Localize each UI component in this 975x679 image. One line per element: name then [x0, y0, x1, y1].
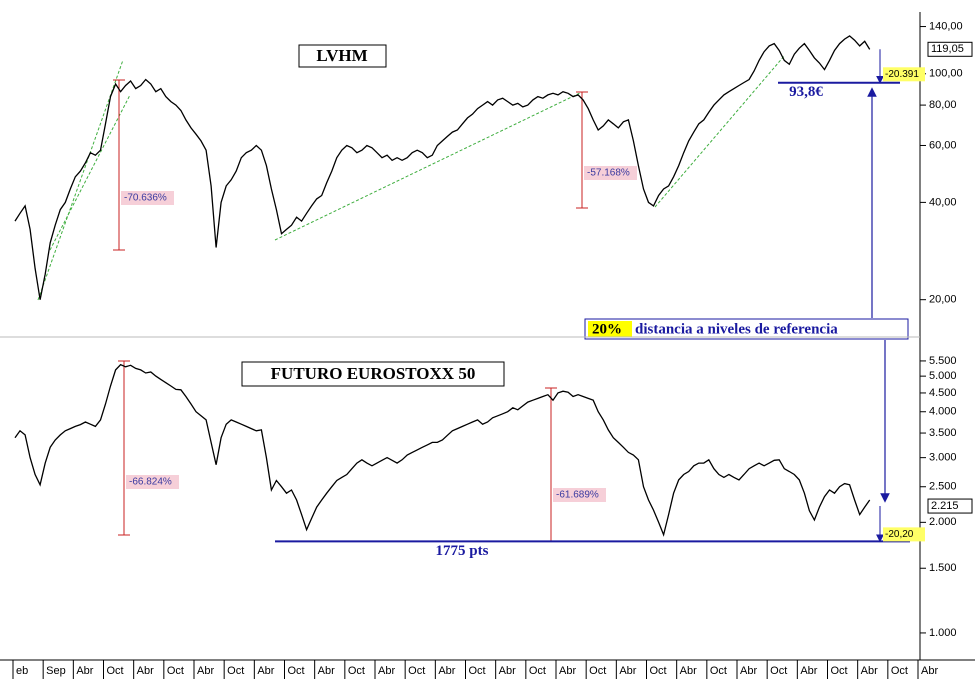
y-tick-label: 100,00	[929, 68, 963, 80]
distance-box	[883, 527, 925, 542]
y-tick-label: 20,00	[929, 294, 957, 306]
note: distancia a niveles de referencia	[635, 321, 838, 337]
distance-box	[883, 67, 925, 82]
x-tick-label: Oct	[107, 665, 124, 677]
y-tick-label: 5.500	[929, 355, 957, 367]
x-tick-label: Abr	[800, 665, 817, 677]
x-tick-label: Oct	[891, 665, 908, 677]
x-tick-label: Oct	[770, 665, 787, 677]
x-tick-label: Abr	[137, 665, 154, 677]
y-tick-label: 60,00	[929, 139, 957, 151]
last-price-box	[927, 41, 973, 57]
x-tick-label: Abr	[197, 665, 214, 677]
x-tick-label: Oct	[227, 665, 244, 677]
title-box	[241, 361, 505, 387]
x-tick-label: Abr	[619, 665, 636, 677]
y-tick-label: 140,00	[929, 20, 963, 32]
drawdown-label: -66.824%	[129, 477, 172, 488]
x-tick-label: Abr	[680, 665, 697, 677]
reference-label: 93,8€	[789, 84, 823, 100]
trend-lines	[37, 54, 786, 301]
x-tick-label: Abr	[740, 665, 757, 677]
x-tick-label: Sep	[46, 665, 66, 677]
last-price-label: 119,05	[931, 43, 964, 55]
x-tick-label: Oct	[348, 665, 365, 677]
x-tick-label: Oct	[408, 665, 425, 677]
y-tick-label: 3.500	[929, 427, 957, 439]
note-arrows	[867, 87, 890, 503]
drawdown-label: -57.168%	[587, 168, 630, 179]
x-tick-label: Abr	[499, 665, 516, 677]
y-tick-label: 4.500	[929, 387, 957, 399]
y-tick-label: 3.000	[929, 452, 957, 464]
drawdown-label: -70.636%	[124, 193, 167, 204]
y-tick-label: 1.500	[929, 562, 957, 574]
y-tick-label: 1.000	[929, 627, 957, 639]
x-tick-label: Oct	[831, 665, 848, 677]
note-highlight-bg	[588, 321, 632, 337]
x-tick-label: Abr	[921, 665, 938, 677]
x-tick-label: Oct	[167, 665, 184, 677]
x-tick-label: Oct	[589, 665, 606, 677]
distance-label: -20.391	[885, 69, 919, 80]
x-tick-label: Abr	[378, 665, 395, 677]
x-tick-label: Oct	[650, 665, 667, 677]
x-tick-label: Oct	[710, 665, 727, 677]
y-tick-label: 5.000	[929, 370, 957, 382]
price-line	[14, 35, 871, 300]
note-box	[584, 318, 909, 340]
y-tick-label: 4.000	[929, 406, 957, 418]
x-tick-label: Oct	[469, 665, 486, 677]
x-tick-label: Abr	[438, 665, 455, 677]
x-tick-label: Abr	[257, 665, 274, 677]
y-tick-label: 2.000	[929, 516, 957, 528]
drawdown-arrows	[113, 79, 588, 541]
y-tick-label: 80,00	[929, 99, 957, 111]
x-tick-label: Oct	[529, 665, 546, 677]
drawdown-label: -61.689%	[556, 490, 599, 501]
y-tick-label: 40,00	[929, 196, 957, 208]
title-box	[298, 44, 387, 68]
x-tick-label: Abr	[559, 665, 576, 677]
last-price-box	[927, 498, 973, 514]
note-highlight: 20%	[592, 321, 622, 337]
reference-label: 1775 pts	[436, 543, 489, 559]
y-tick-label: 2.500	[929, 481, 957, 493]
x-tick-label: Oct	[288, 665, 305, 677]
distance-label: -20,20	[885, 529, 914, 540]
price-line	[14, 363, 871, 537]
x-tick-label: eb	[16, 665, 28, 677]
x-tick-label: Abr	[76, 665, 93, 677]
chart-title: FUTURO EUROSTOXX 50	[271, 364, 476, 383]
last-price-label: 2.215	[931, 500, 959, 512]
drawdown-labels: -70.636% -57.168% -66.824% -61.689%	[121, 166, 637, 502]
chart-title: LVHM	[316, 46, 367, 65]
x-tick-label: Abr	[861, 665, 878, 677]
x-tick-label: Abr	[318, 665, 335, 677]
